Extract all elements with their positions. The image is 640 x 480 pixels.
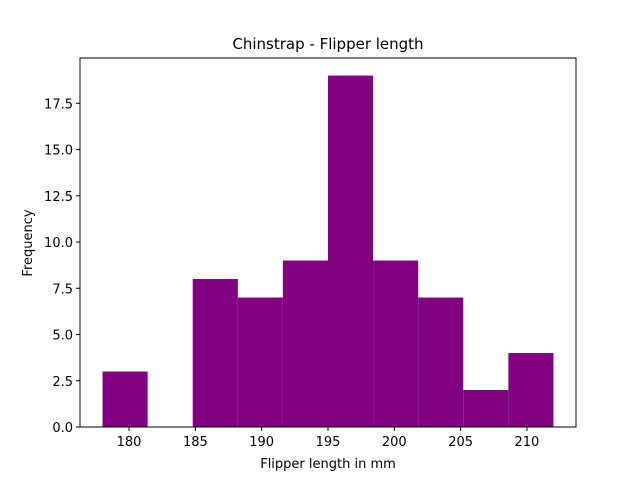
- y-tick-label: 10.0: [44, 236, 73, 251]
- y-tick-label: 0.0: [52, 421, 73, 436]
- histogram-bar-6: [373, 260, 419, 427]
- chart-title: Chinstrap - Flipper length: [232, 35, 423, 53]
- y-tick-label: 17.5: [44, 97, 73, 112]
- histogram-bar-9: [508, 353, 554, 427]
- x-tick-label: 185: [183, 435, 208, 450]
- y-tick-label: 12.5: [44, 190, 73, 205]
- y-tick-label: 7.5: [52, 282, 73, 297]
- x-tick-label: 195: [316, 435, 341, 450]
- bars-group: [102, 75, 554, 427]
- histogram-bar-4: [282, 260, 328, 427]
- x-tick-label: 180: [117, 435, 142, 450]
- y-axis-ticks: 0.0 2.5 5.0 7.5 10.0 12.5 15.0 17.5: [44, 97, 80, 436]
- y-tick-label: 5.0: [52, 329, 73, 344]
- x-tick-label: 205: [448, 435, 473, 450]
- y-axis-label: Frequency: [21, 209, 36, 276]
- x-axis-label: Flipper length in mm: [260, 457, 396, 472]
- histogram-bar-7: [418, 297, 464, 427]
- histogram-bar-5: [328, 75, 374, 427]
- y-tick-label: 2.5: [52, 375, 73, 390]
- histogram-bar-2: [192, 279, 238, 427]
- histogram-bar-3: [237, 297, 283, 427]
- plot-frame: [79, 57, 577, 428]
- x-tick-label: 200: [382, 435, 407, 450]
- x-tick-label: 210: [515, 435, 540, 450]
- x-axis-ticks: 180 185 190 195 200 205 210: [117, 427, 540, 450]
- histogram-bar-8: [463, 390, 509, 427]
- x-tick-label: 190: [249, 435, 274, 450]
- histogram-bar-0: [102, 371, 148, 427]
- y-tick-label: 15.0: [44, 144, 73, 159]
